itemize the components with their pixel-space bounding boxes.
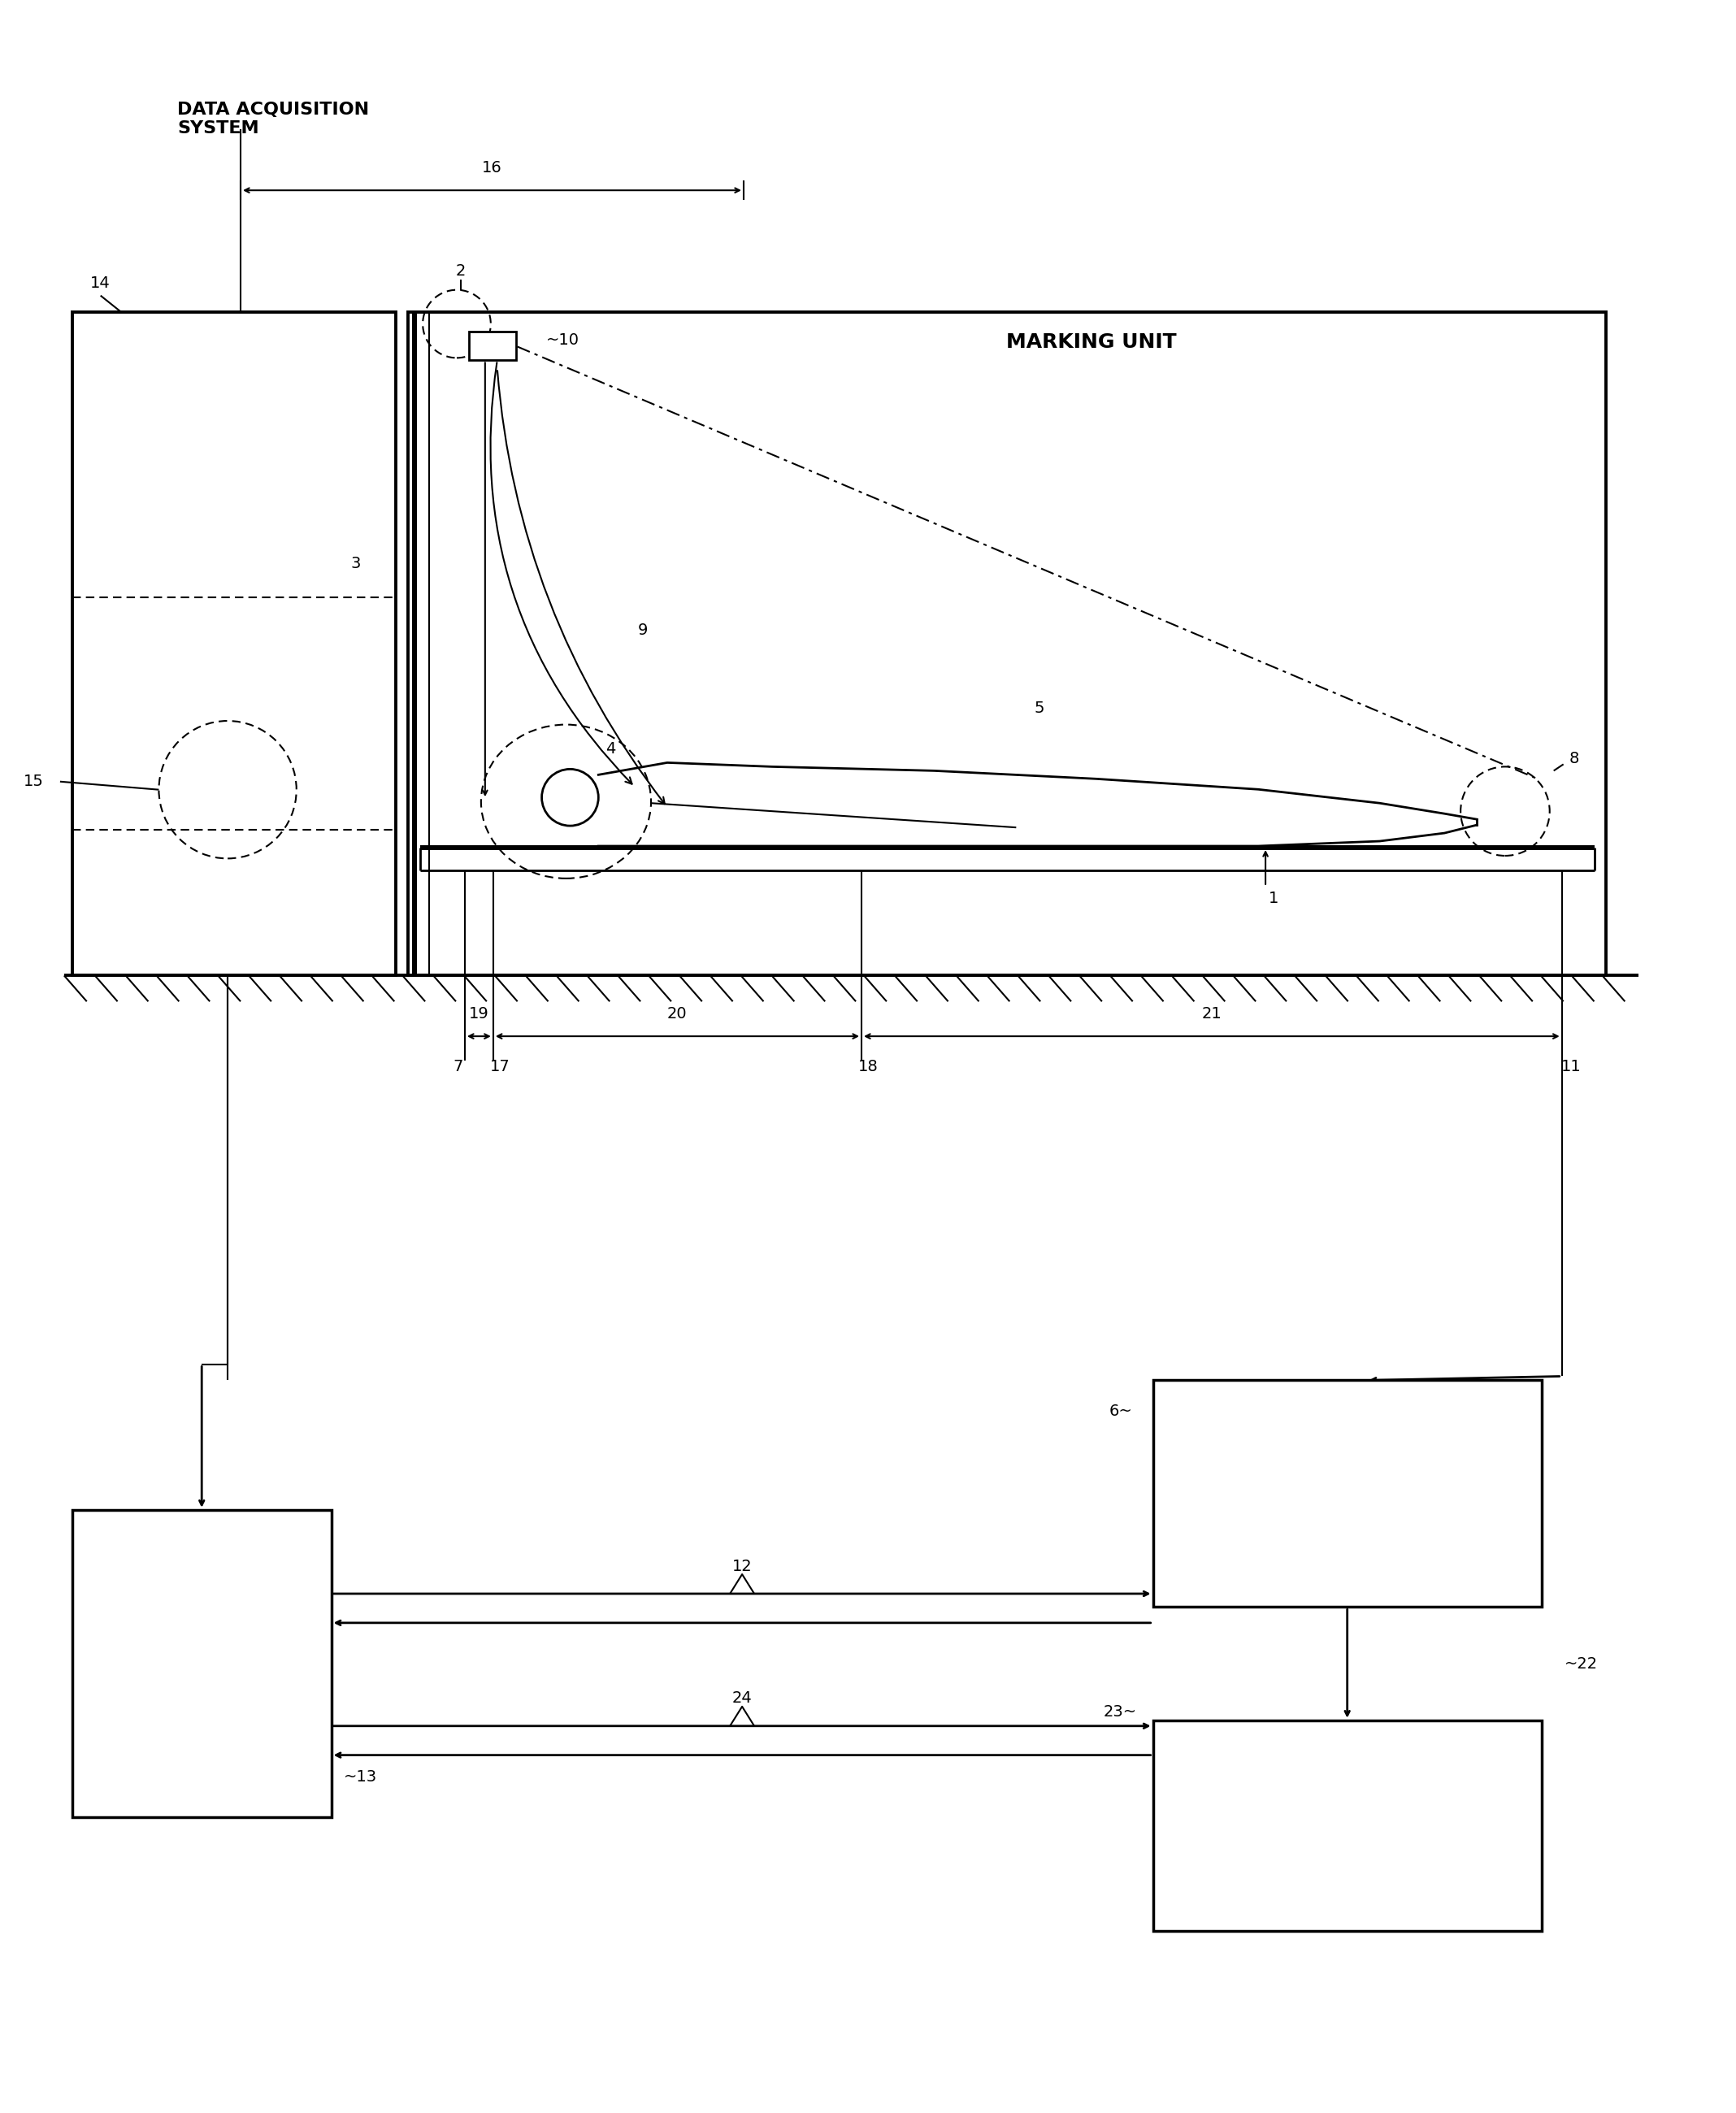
FancyArrowPatch shape bbox=[498, 370, 665, 803]
Text: 23~: 23~ bbox=[1104, 1705, 1137, 1720]
Bar bbox=[73, 1511, 332, 1817]
Bar bbox=[1153, 1380, 1542, 1608]
Text: 1: 1 bbox=[1269, 892, 1279, 906]
Text: 19: 19 bbox=[469, 1006, 490, 1021]
Text: ~10: ~10 bbox=[545, 332, 580, 349]
Bar bbox=[408, 313, 1606, 976]
Text: 3: 3 bbox=[351, 556, 361, 573]
Text: 24: 24 bbox=[733, 1690, 752, 1705]
Text: 8: 8 bbox=[1569, 750, 1580, 767]
Bar bbox=[1153, 1720, 1542, 1931]
Text: 14: 14 bbox=[90, 275, 111, 292]
Text: MARKING UNIT: MARKING UNIT bbox=[1005, 332, 1177, 353]
Bar bbox=[469, 332, 516, 361]
Text: 15: 15 bbox=[24, 773, 43, 790]
FancyArrowPatch shape bbox=[491, 363, 632, 784]
Text: 21: 21 bbox=[1201, 1006, 1222, 1021]
Bar bbox=[73, 313, 396, 976]
Text: MONITORING
MODULE: MONITORING MODULE bbox=[1272, 1805, 1422, 1847]
Text: 7: 7 bbox=[453, 1059, 464, 1076]
Text: 11: 11 bbox=[1561, 1059, 1581, 1076]
Text: 16: 16 bbox=[483, 161, 502, 175]
Circle shape bbox=[542, 769, 599, 826]
Text: 5: 5 bbox=[1035, 702, 1045, 716]
Text: POSITIONING
UNIT: POSITIONING UNIT bbox=[1272, 1473, 1424, 1515]
Text: CON-
TROL
UNIT: CON- TROL UNIT bbox=[172, 1631, 231, 1697]
Text: ~22: ~22 bbox=[1564, 1657, 1597, 1671]
Text: 20: 20 bbox=[667, 1006, 687, 1021]
Text: 4: 4 bbox=[606, 742, 616, 756]
Text: ~13: ~13 bbox=[344, 1769, 377, 1785]
Text: 9: 9 bbox=[637, 623, 648, 638]
Text: DATA ACQUISITION
SYSTEM: DATA ACQUISITION SYSTEM bbox=[177, 101, 370, 137]
Text: 12: 12 bbox=[733, 1559, 752, 1574]
Text: 18: 18 bbox=[858, 1059, 878, 1076]
Text: 6~: 6~ bbox=[1109, 1403, 1132, 1418]
Text: 2: 2 bbox=[457, 264, 465, 279]
Text: 17: 17 bbox=[490, 1059, 510, 1076]
